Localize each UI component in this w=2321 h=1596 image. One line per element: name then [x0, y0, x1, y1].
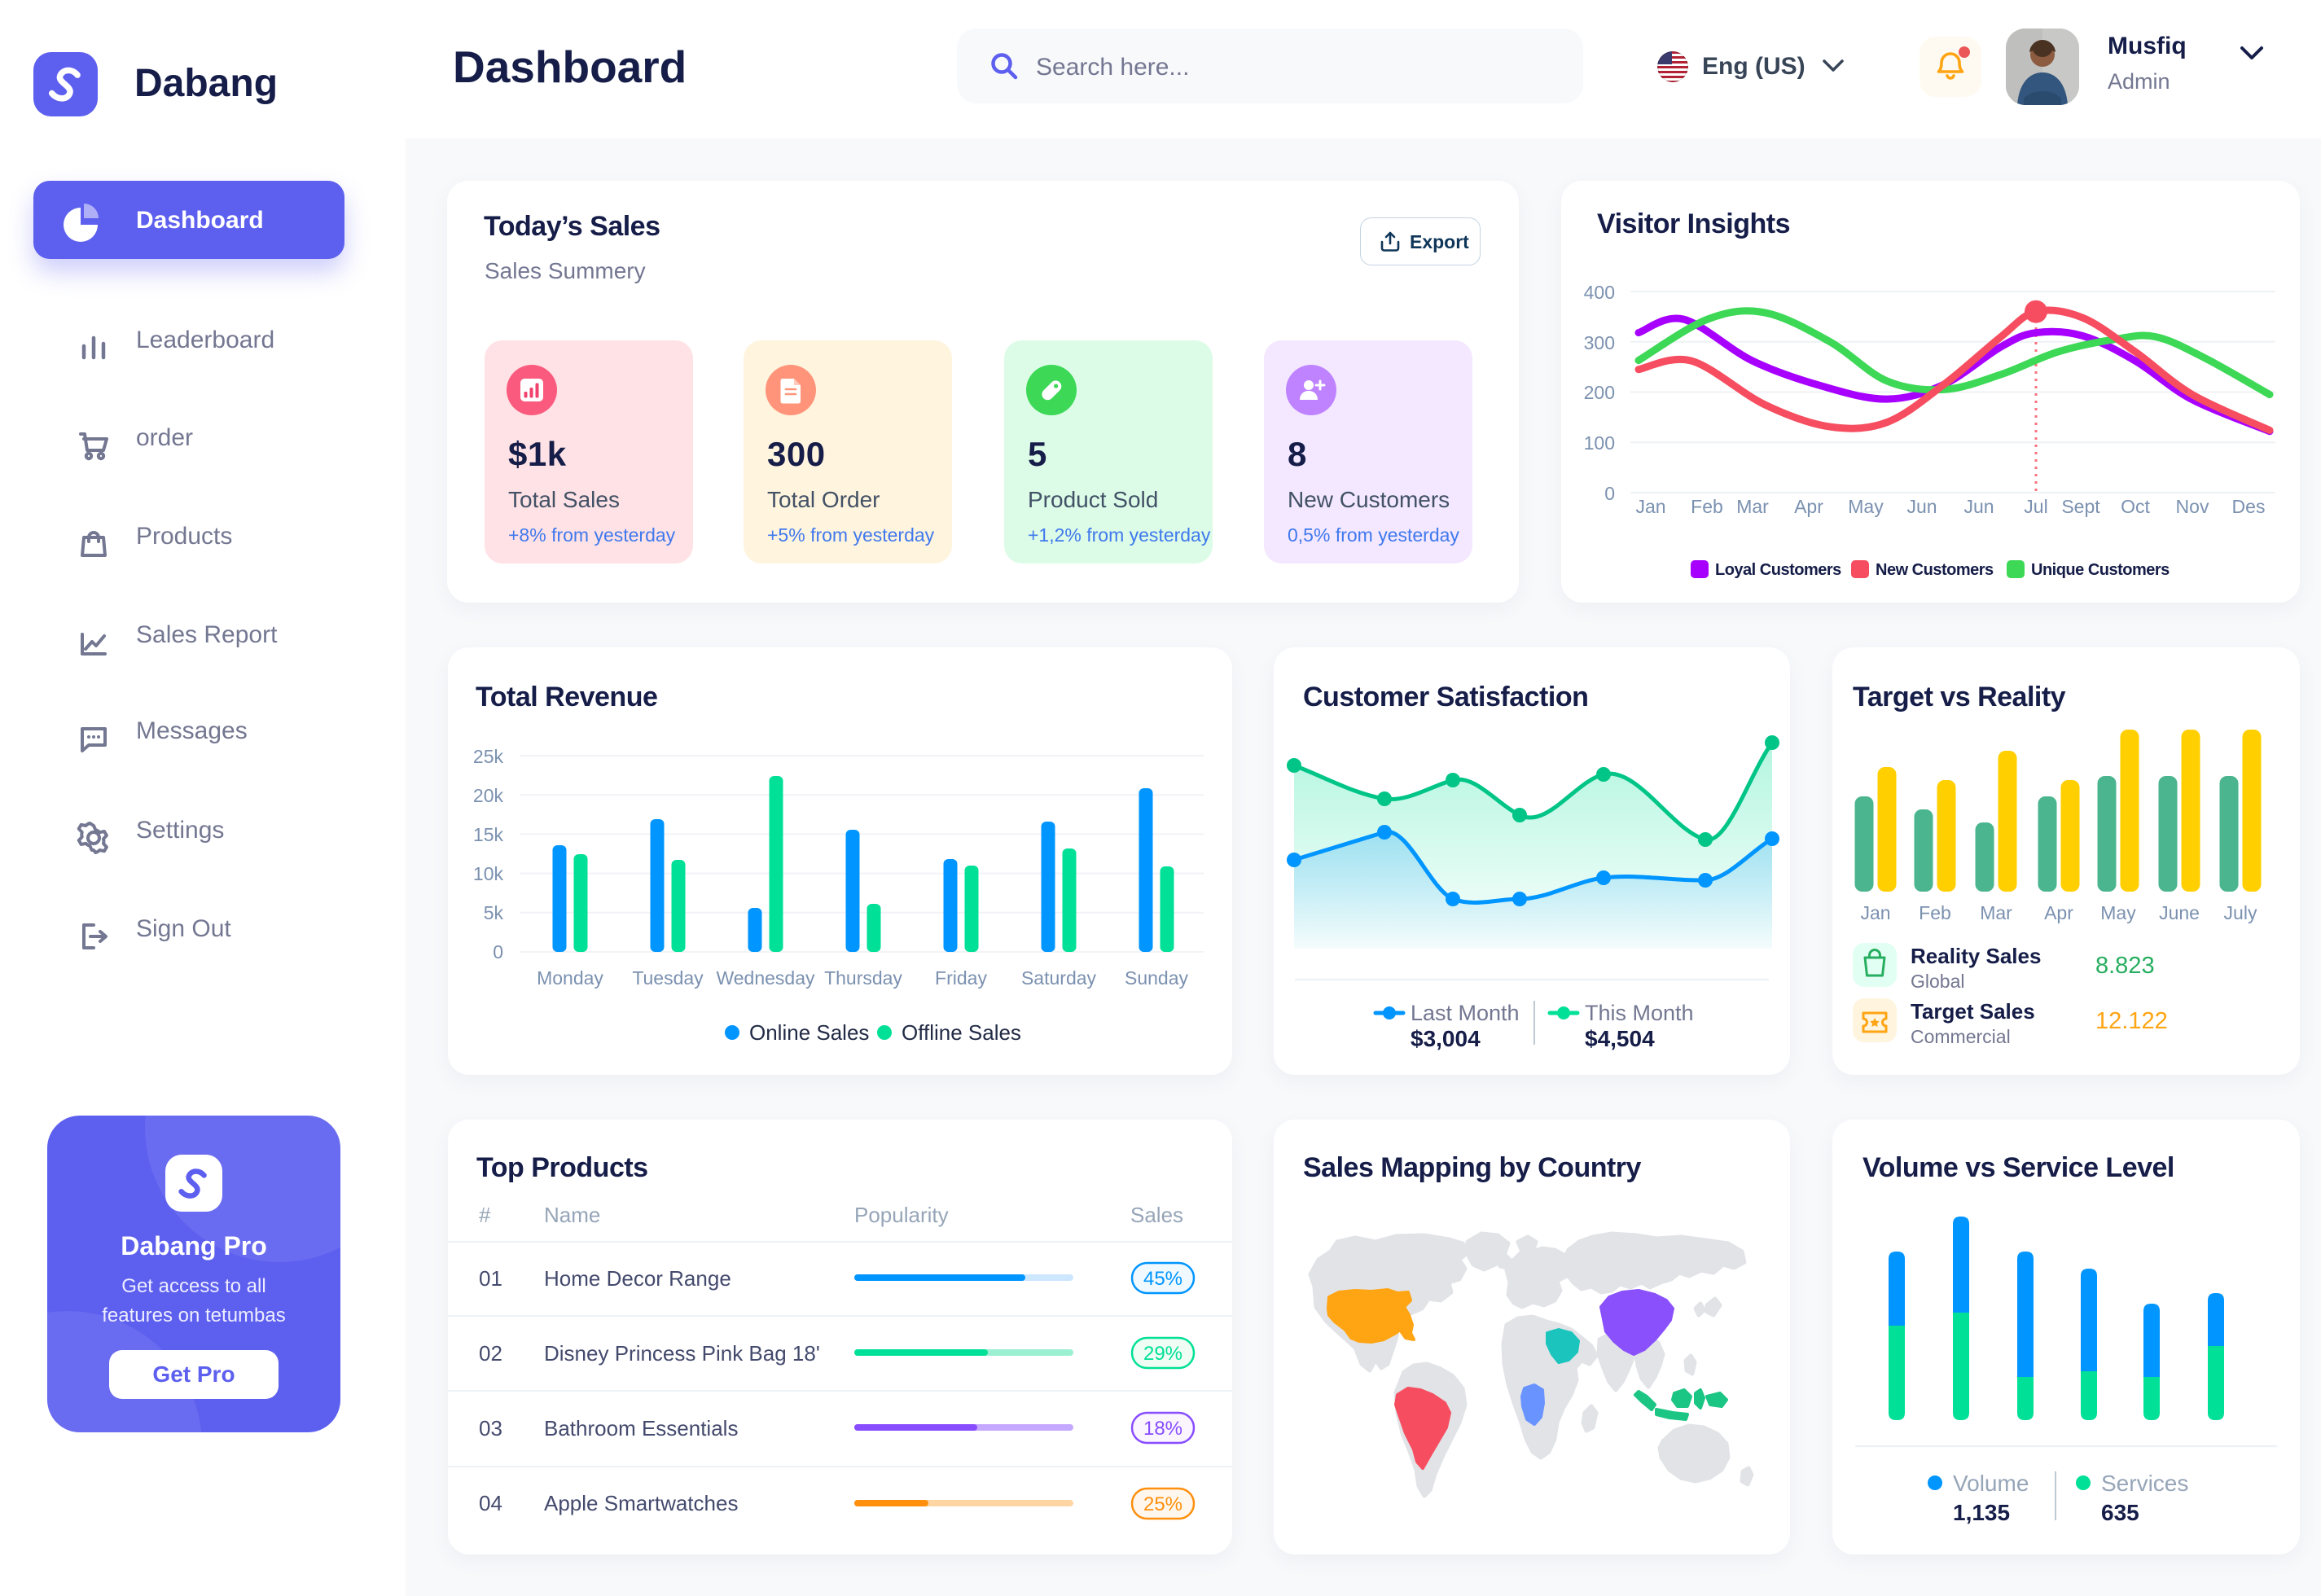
svg-text:635: 635 [2101, 1500, 2139, 1525]
svg-text:Sept: Sept [2061, 496, 2100, 517]
svg-text:Mar: Mar [1736, 496, 1769, 517]
svg-text:400: 400 [1584, 282, 1615, 303]
svg-text:May: May [1848, 496, 1884, 517]
svg-text:Jan: Jan [1860, 902, 1890, 923]
svg-text:Jun: Jun [1963, 496, 1994, 517]
svg-text:Mar: Mar [1980, 902, 2012, 923]
svg-text:5k: 5k [484, 902, 504, 923]
svg-text:May: May [2100, 902, 2136, 923]
svg-text:Apr: Apr [2044, 902, 2073, 923]
svg-text:100: 100 [1584, 432, 1615, 454]
svg-text:Feb: Feb [1919, 902, 1951, 923]
svg-text:03: 03 [479, 1416, 502, 1440]
svg-text:04: 04 [479, 1491, 502, 1515]
svg-text:Last Month: Last Month [1411, 1001, 1520, 1025]
svg-text:200: 200 [1584, 382, 1615, 403]
svg-text:15k: 15k [473, 824, 504, 845]
svg-text:Des: Des [2232, 496, 2266, 517]
svg-text:Target Sales: Target Sales [1911, 999, 2035, 1024]
svg-text:18%: 18% [1143, 1418, 1182, 1440]
svg-text:Commercial: Commercial [1911, 1026, 2011, 1047]
svg-text:Wednesday: Wednesday [716, 967, 815, 989]
svg-text:Reality Sales: Reality Sales [1911, 944, 2041, 968]
svg-text:#: # [479, 1203, 491, 1227]
svg-text:1,135: 1,135 [1953, 1500, 2010, 1525]
svg-text:0: 0 [1604, 483, 1615, 504]
svg-text:New Customers: New Customers [1876, 561, 1994, 579]
svg-text:Oct: Oct [2121, 496, 2150, 517]
svg-text:300: 300 [1584, 332, 1615, 353]
svg-text:Apple Smartwatches: Apple Smartwatches [544, 1491, 738, 1515]
svg-text:Jan: Jan [1635, 496, 1665, 517]
svg-text:12.122: 12.122 [2095, 1008, 2168, 1034]
svg-text:This Month: This Month [1585, 1001, 1694, 1025]
svg-text:Sales: Sales [1130, 1203, 1183, 1227]
svg-text:Unique Customers: Unique Customers [2031, 561, 2170, 579]
svg-text:Global: Global [1911, 971, 1964, 992]
svg-text:June: June [2159, 902, 2200, 923]
svg-text:0: 0 [493, 941, 503, 962]
svg-text:Saturday: Saturday [1021, 967, 1097, 989]
svg-text:Jul: Jul [2024, 496, 2047, 517]
svg-text:Apr: Apr [1794, 496, 1823, 517]
svg-text:Home Decor Range: Home Decor Range [544, 1266, 731, 1291]
svg-text:$4,504: $4,504 [1585, 1026, 1655, 1051]
svg-text:8.823: 8.823 [2095, 953, 2155, 979]
svg-text:25%: 25% [1143, 1493, 1182, 1515]
svg-text:Services: Services [2101, 1471, 2188, 1496]
svg-text:Sunday: Sunday [1125, 967, 1189, 989]
svg-text:20k: 20k [473, 785, 504, 806]
svg-text:29%: 29% [1143, 1343, 1182, 1365]
svg-text:Online Sales: Online Sales [749, 1020, 869, 1045]
svg-text:July: July [2224, 902, 2257, 923]
svg-text:Loyal Customers: Loyal Customers [1715, 561, 1841, 579]
svg-text:Thursday: Thursday [824, 967, 902, 989]
svg-text:Monday: Monday [537, 967, 603, 989]
svg-text:25k: 25k [473, 746, 504, 767]
svg-text:02: 02 [479, 1341, 502, 1366]
svg-text:$3,004: $3,004 [1411, 1026, 1481, 1051]
svg-text:Friday: Friday [935, 967, 987, 989]
svg-text:Offline Sales: Offline Sales [902, 1020, 1021, 1045]
svg-text:01: 01 [479, 1266, 502, 1291]
svg-text:Jun: Jun [1906, 496, 1937, 517]
svg-text:Bathroom Essentials: Bathroom Essentials [544, 1416, 738, 1440]
svg-text:Tuesday: Tuesday [632, 967, 704, 989]
svg-text:Disney Princess Pink Bag 18': Disney Princess Pink Bag 18' [544, 1341, 820, 1366]
svg-text:Name: Name [544, 1203, 600, 1227]
svg-text:Nov: Nov [2176, 496, 2209, 517]
svg-text:Volume: Volume [1953, 1471, 2029, 1496]
svg-text:Feb: Feb [1691, 496, 1723, 517]
svg-text:45%: 45% [1143, 1268, 1182, 1290]
svg-text:Popularity: Popularity [854, 1203, 949, 1227]
svg-text:10k: 10k [473, 863, 504, 884]
